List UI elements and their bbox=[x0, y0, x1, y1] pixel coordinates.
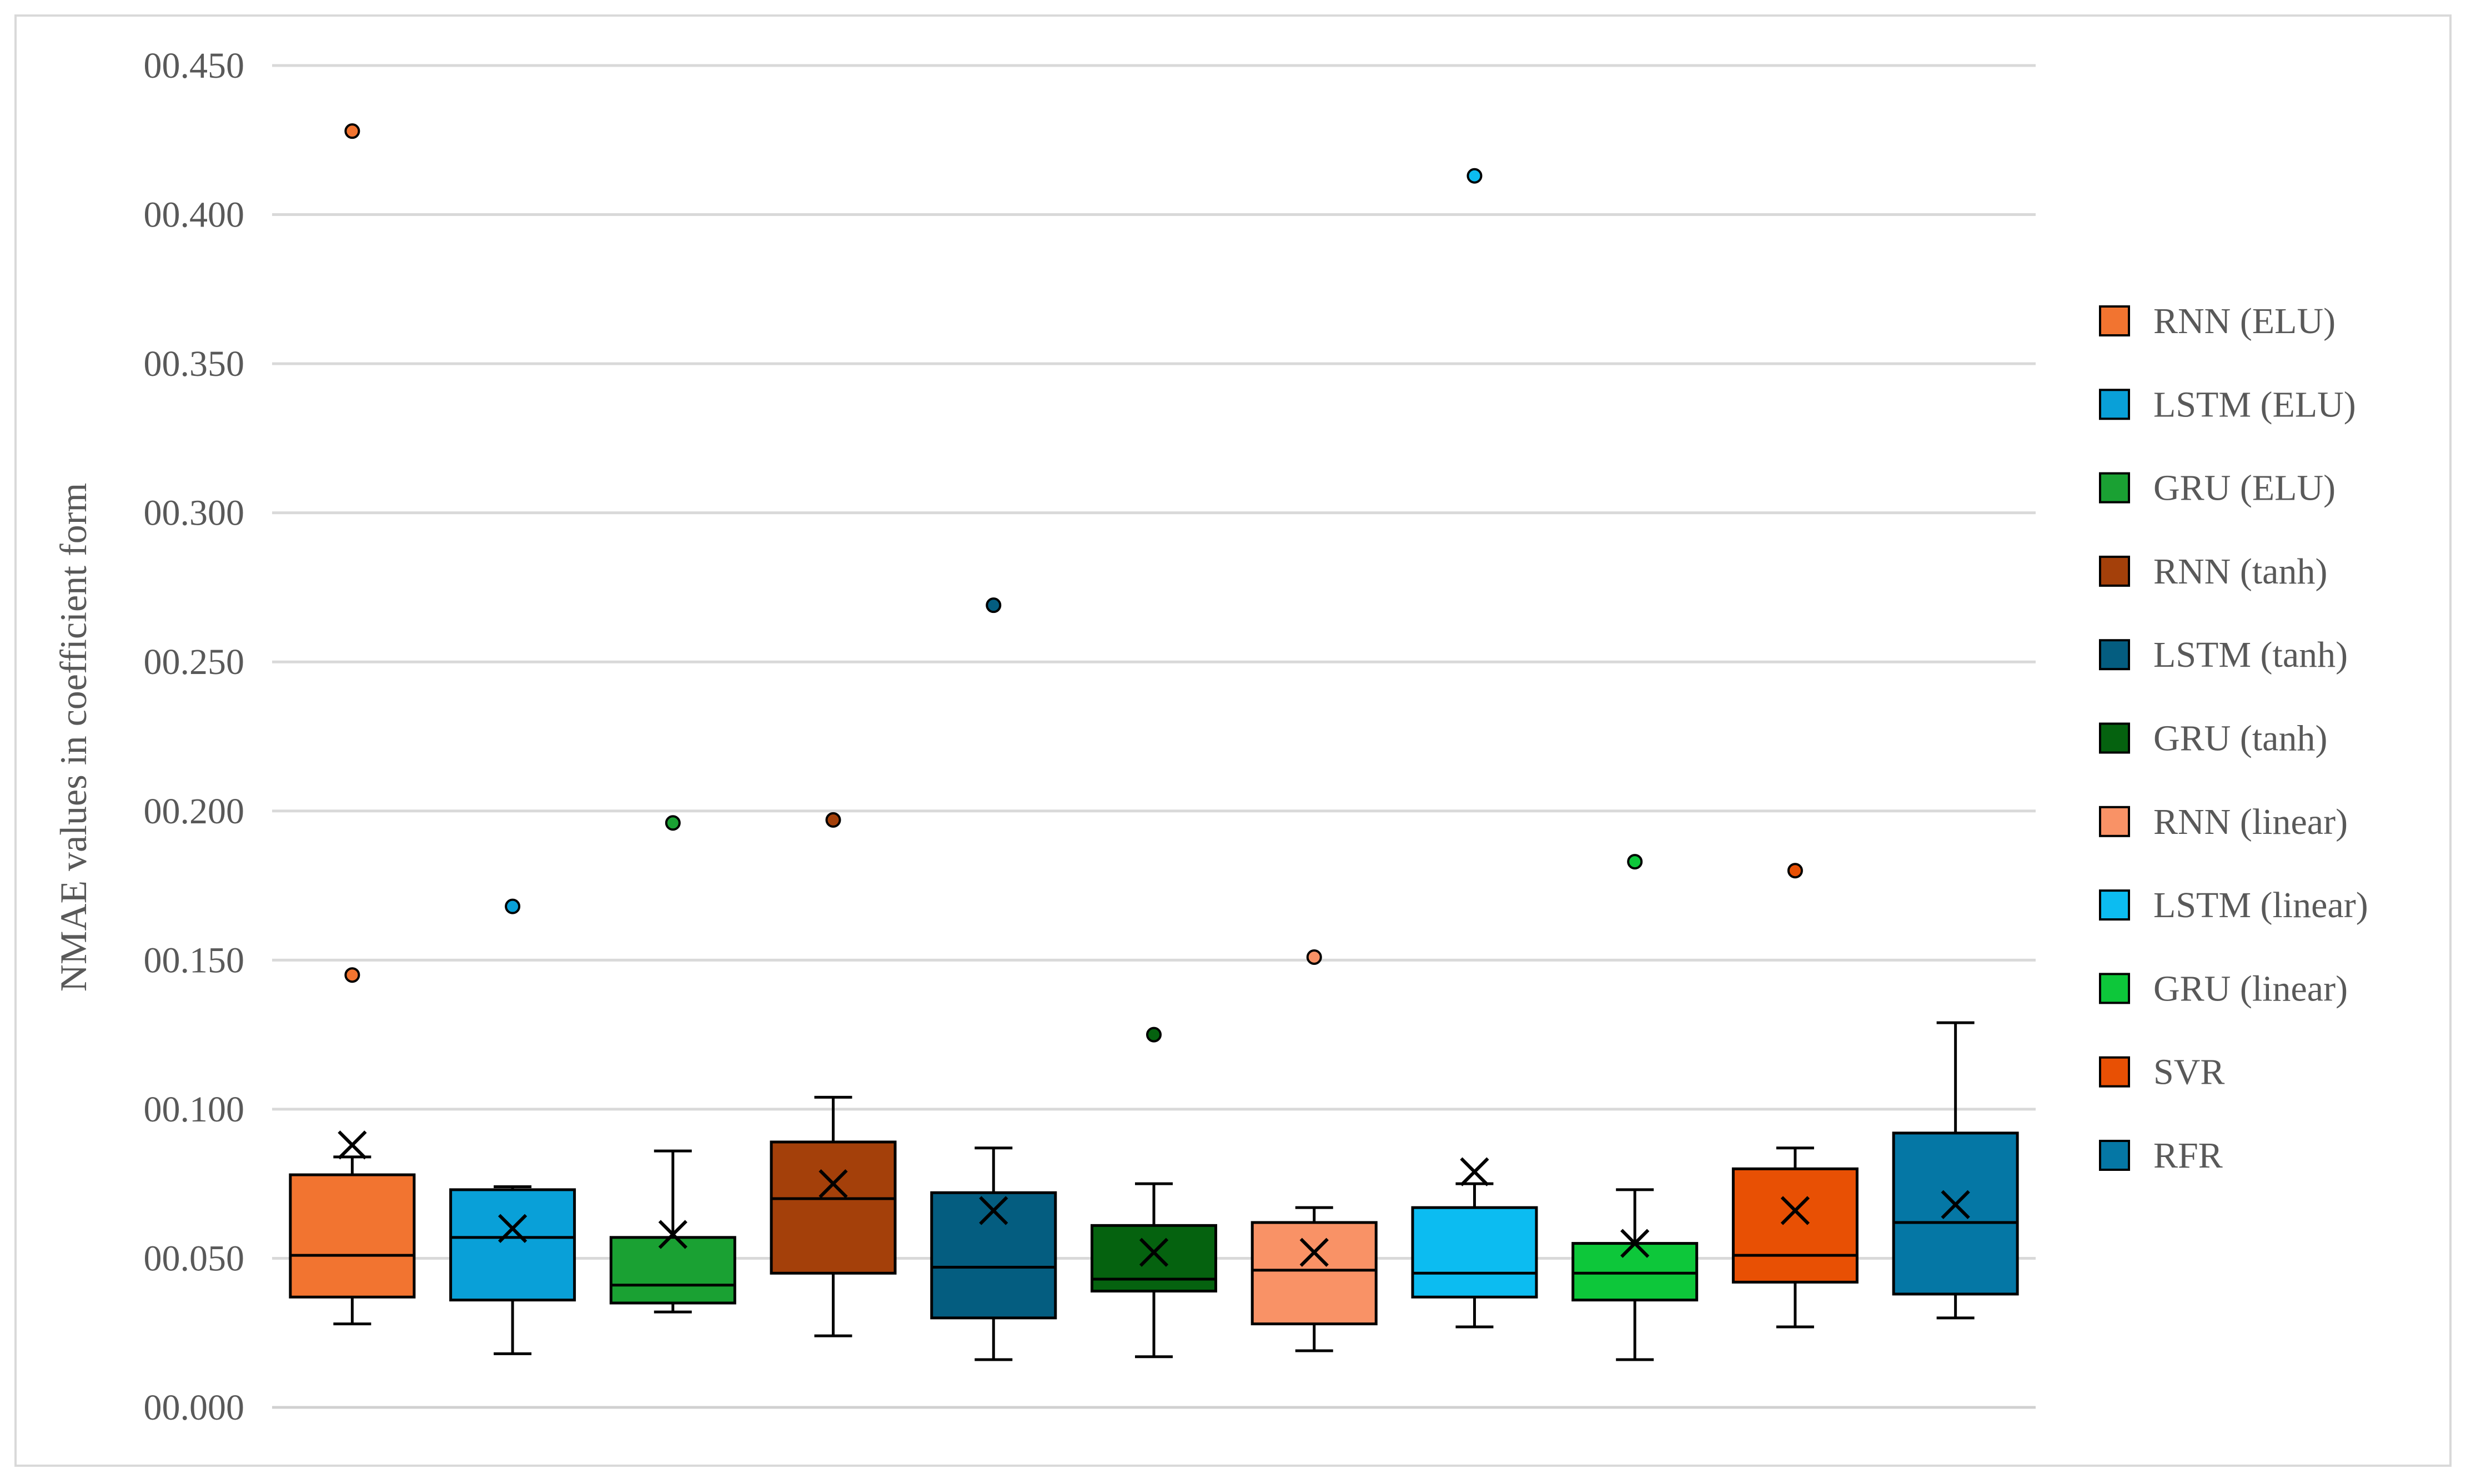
legend-swatch bbox=[2099, 389, 2130, 420]
mean-marker bbox=[979, 1196, 1008, 1225]
legend-label: RNN (ELU) bbox=[2153, 301, 2336, 341]
legend-item: RNN (tanh) bbox=[2099, 551, 2327, 592]
outlier-point bbox=[1787, 863, 1803, 879]
legend-label: LSTM (tanh) bbox=[2153, 635, 2348, 675]
legend-label: GRU (tanh) bbox=[2153, 718, 2327, 759]
box bbox=[1091, 1224, 1217, 1293]
box bbox=[1411, 1206, 1538, 1299]
y-tick-label: 00.000 bbox=[144, 1387, 245, 1428]
y-tick-label: 00.150 bbox=[144, 940, 245, 980]
box bbox=[289, 1173, 416, 1299]
box-group bbox=[289, 123, 416, 1326]
legend-swatch bbox=[2099, 889, 2130, 921]
mean-marker bbox=[1460, 1157, 1489, 1186]
outlier-point bbox=[344, 123, 360, 139]
mean-marker bbox=[1139, 1237, 1169, 1267]
mean-marker bbox=[1780, 1196, 1810, 1225]
mean-marker bbox=[1299, 1237, 1329, 1267]
box-group bbox=[449, 898, 576, 1355]
mean-marker bbox=[1620, 1229, 1650, 1258]
box-series bbox=[289, 123, 2019, 1361]
legend-label: RNN (tanh) bbox=[2153, 551, 2327, 592]
mean-marker bbox=[1941, 1190, 1970, 1219]
y-tick-label: 00.050 bbox=[144, 1238, 245, 1279]
y-tick-label: 00.250 bbox=[144, 642, 245, 682]
mean-marker bbox=[338, 1130, 367, 1160]
legend-swatch bbox=[2099, 1056, 2130, 1088]
legend-swatch bbox=[2099, 305, 2130, 336]
box-group bbox=[1892, 1021, 2019, 1320]
legend-swatch bbox=[2099, 973, 2130, 1004]
mean-marker bbox=[498, 1214, 528, 1243]
legend-item: LSTM (linear) bbox=[2099, 885, 2368, 925]
outlier-point bbox=[1306, 949, 1322, 965]
y-axis-tick-labels: 00.000 00.050 00.100 00.150 00.200 00.250 00.3… bbox=[144, 46, 245, 1428]
legend-swatch bbox=[2099, 639, 2130, 671]
legend-label: LSTM (ELU) bbox=[2153, 384, 2356, 425]
y-tick-label: 00.400 bbox=[144, 195, 245, 235]
box-group bbox=[609, 815, 736, 1314]
outlier-point bbox=[986, 597, 1002, 613]
box-group bbox=[1411, 168, 1538, 1329]
legend-label: GRU (linear) bbox=[2153, 968, 2348, 1009]
box bbox=[1250, 1221, 1378, 1326]
legend-label: LSTM (linear) bbox=[2153, 885, 2368, 925]
legend-item: LSTM (tanh) bbox=[2099, 635, 2348, 675]
legend-swatch bbox=[2099, 722, 2130, 754]
legend-swatch bbox=[2099, 555, 2130, 587]
legend-swatch bbox=[2099, 806, 2130, 837]
legend-item: LSTM (ELU) bbox=[2099, 384, 2356, 425]
legend-label: RNN (linear) bbox=[2153, 802, 2348, 842]
outlier-point bbox=[1146, 1027, 1162, 1043]
mean-marker bbox=[818, 1169, 848, 1199]
outlier-point bbox=[1466, 168, 1483, 184]
legend-label: SVR bbox=[2153, 1052, 2224, 1093]
box-group bbox=[1571, 854, 1699, 1361]
legend-swatch bbox=[2099, 1140, 2130, 1171]
box bbox=[770, 1140, 897, 1275]
y-tick-label: 00.450 bbox=[144, 46, 245, 86]
legend-item: GRU (linear) bbox=[2099, 968, 2348, 1009]
legend-item: GRU (tanh) bbox=[2099, 718, 2327, 759]
mean-marker bbox=[658, 1220, 687, 1249]
box bbox=[609, 1236, 736, 1305]
y-tick-label: 00.200 bbox=[144, 791, 245, 832]
outlier-point bbox=[505, 898, 521, 914]
box-group bbox=[770, 812, 897, 1337]
box bbox=[449, 1188, 576, 1302]
legend: RNN (ELU) LSTM (ELU) GRU (ELU) RNN (tanh) LS… bbox=[2099, 301, 2368, 1176]
outlier-point bbox=[1627, 854, 1643, 870]
legend-swatch bbox=[2099, 472, 2130, 504]
box-group bbox=[1250, 949, 1378, 1352]
outlier-point bbox=[665, 815, 681, 831]
box-group bbox=[1091, 1027, 1217, 1359]
y-tick-label: 00.100 bbox=[144, 1089, 245, 1130]
legend-label: GRU (ELU) bbox=[2153, 468, 2336, 509]
legend-label: RFR bbox=[2153, 1135, 2223, 1176]
box bbox=[930, 1191, 1057, 1320]
legend-item: SVR bbox=[2099, 1052, 2224, 1093]
box bbox=[1892, 1131, 2019, 1296]
legend-item: RNN (ELU) bbox=[2099, 301, 2336, 341]
outlier-point bbox=[825, 812, 841, 828]
legend-item: GRU (ELU) bbox=[2099, 468, 2336, 509]
y-tick-label: 00.350 bbox=[144, 344, 245, 384]
y-axis-title: NMAE values in coefficient form bbox=[52, 483, 94, 992]
y-tick-label: 00.300 bbox=[144, 493, 245, 534]
box bbox=[1571, 1242, 1699, 1302]
legend-item: RFR bbox=[2099, 1135, 2223, 1176]
chart-border bbox=[14, 14, 2452, 1467]
outlier-point bbox=[344, 967, 360, 983]
box-group bbox=[1731, 863, 1859, 1329]
legend-item: RNN (linear) bbox=[2099, 802, 2348, 842]
box bbox=[1731, 1167, 1859, 1284]
box-group bbox=[930, 597, 1057, 1361]
